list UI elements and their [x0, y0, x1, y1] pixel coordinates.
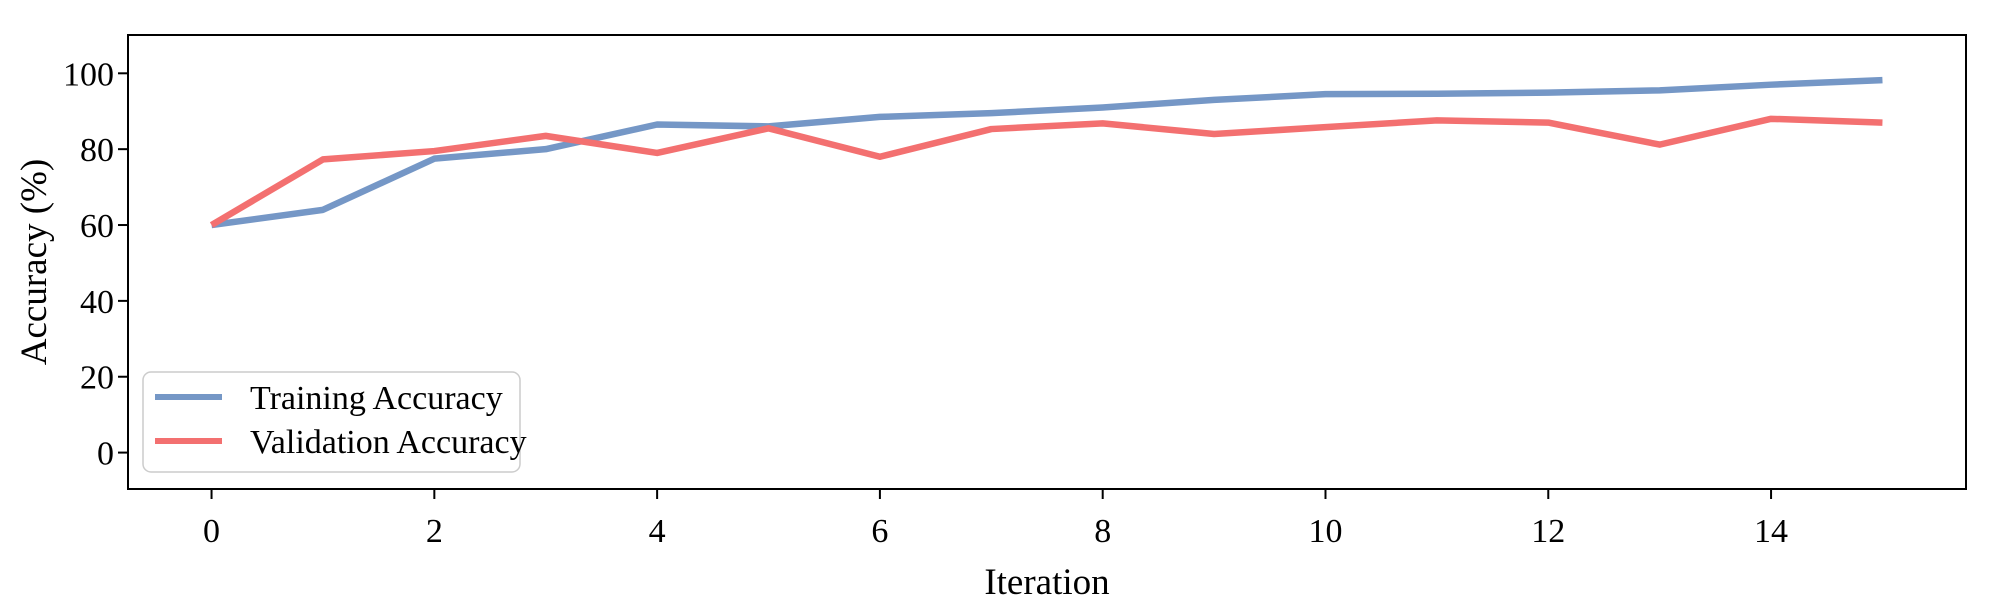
y-tick-label: 80: [80, 132, 114, 169]
y-tick-label: 20: [80, 360, 114, 397]
x-tick-label: 8: [1094, 513, 1111, 550]
y-axis-label: Accuracy (%): [14, 159, 55, 365]
series-line-training-accuracy: [211, 76, 1883, 229]
x-axis-label: Iteration: [984, 562, 1109, 600]
y-tick-label: 60: [80, 208, 114, 245]
x-tick-label: 14: [1754, 513, 1788, 550]
x-tick-label: 0: [203, 513, 220, 550]
y-tick-label: 40: [80, 284, 114, 321]
y-tick-label: 0: [97, 436, 114, 473]
series-line-validation-accuracy: [209, 115, 1883, 228]
legend-label: Training Accuracy: [250, 380, 503, 417]
x-tick-label: 6: [871, 513, 888, 550]
axes-spines: [127, 34, 1967, 490]
plot-area: 0 2 4 6 8 10 12 14 0 20 40 60 80 100 Training Accuracy…: [63, 34, 1967, 550]
legend-label: Validation Accuracy: [250, 424, 527, 461]
x-tick-label: 4: [649, 513, 666, 550]
x-tick-label: 2: [426, 513, 443, 550]
y-tick-label: 100: [63, 56, 114, 93]
x-tick-label: 12: [1531, 513, 1565, 550]
x-tick-label: 10: [1308, 513, 1342, 550]
legend-box: [142, 371, 521, 473]
